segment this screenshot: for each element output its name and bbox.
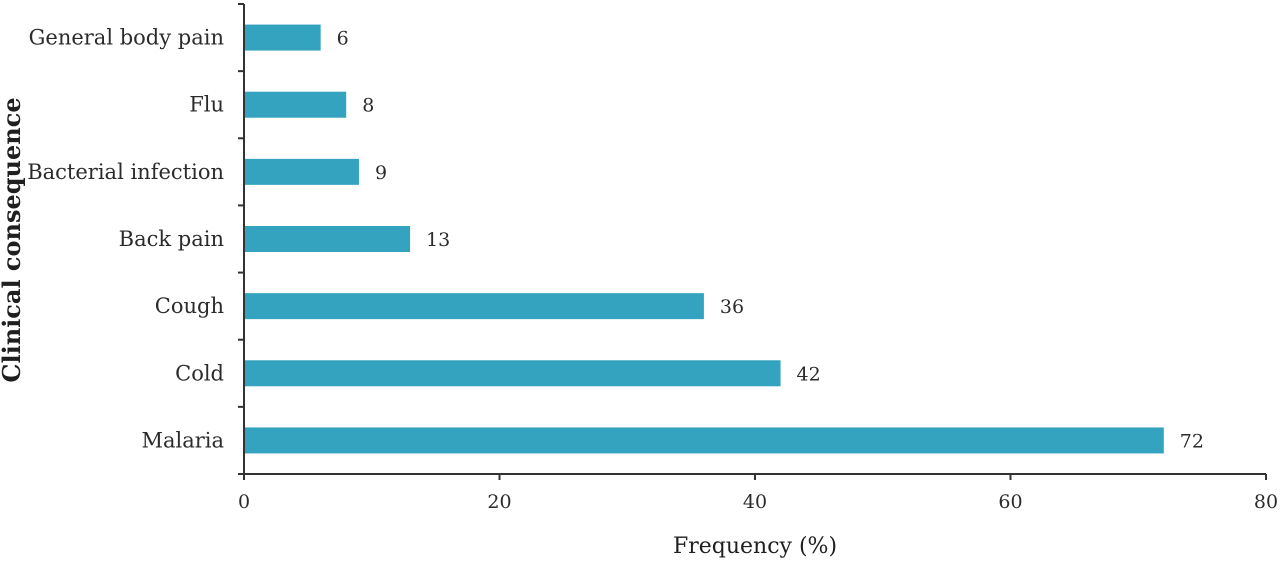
data-label: 8 (362, 95, 374, 117)
category-label: Back pain (119, 227, 224, 251)
bar (245, 158, 359, 185)
bar-series (245, 24, 1164, 454)
bar (245, 427, 1164, 454)
data-label: 9 (375, 162, 387, 184)
category-label: Cold (175, 361, 224, 385)
category-label: Flu (189, 93, 224, 117)
data-label: 13 (426, 229, 450, 251)
bar (245, 293, 704, 320)
data-label: 72 (1180, 430, 1204, 452)
data-label: 42 (797, 363, 821, 385)
bar (245, 226, 411, 252)
bar (245, 24, 321, 51)
x-tick-label: 60 (998, 491, 1022, 513)
data-label: 36 (720, 296, 744, 318)
category-labels: Malaria Cold Cough Back pain Bacterial infec… (27, 26, 224, 453)
data-labels: 72 42 36 13 9 8 6 (337, 28, 1204, 453)
x-tick-label: 0 (238, 491, 250, 513)
category-label: Bacterial infection (27, 160, 224, 184)
plot-area: 0 20 40 60 80 Malaria Cold Cough Back pain Bacte… (27, 3, 1278, 513)
category-label: Malaria (141, 428, 224, 452)
x-tick-label: 20 (487, 491, 511, 513)
x-axis-title: Frequency (%) (673, 534, 837, 559)
data-label: 6 (337, 28, 349, 50)
category-label: Cough (155, 294, 224, 318)
bar (245, 91, 347, 118)
y-axis-title: Clinical consequence (0, 97, 26, 382)
category-label: General body pain (29, 26, 224, 50)
x-axis-ticks: 0 20 40 60 80 (238, 474, 1278, 513)
x-tick-label: 40 (743, 491, 767, 513)
bar (245, 360, 781, 387)
x-tick-label: 80 (1254, 491, 1278, 513)
